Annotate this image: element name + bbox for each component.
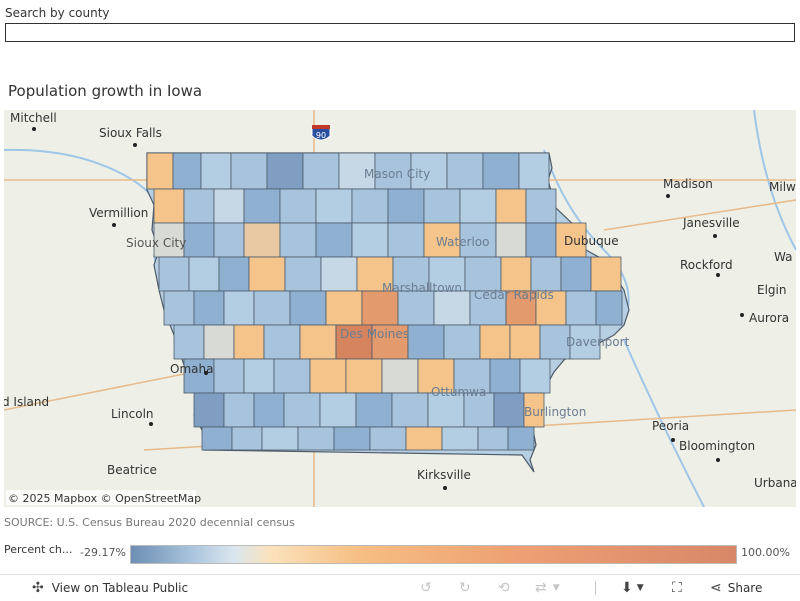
place-label: Omaha [170, 362, 213, 376]
chevron-down-icon: ▼ [552, 583, 560, 593]
place-label: Lincoln [111, 407, 154, 421]
highway-number: 90 [316, 131, 326, 140]
view-label: View on Tableau Public [51, 581, 189, 595]
place-label: Mason City [364, 167, 430, 181]
place-label: Kirksville [417, 468, 471, 482]
map-attribution: © 2025 Mapbox © OpenStreetMap [6, 490, 201, 505]
map-canvas: Mitchell Sioux Falls Vermillion Sioux Ci… [4, 110, 796, 507]
place-label: Cedar Rapids [474, 288, 554, 302]
redo-icon: ↻ [459, 580, 471, 596]
undo-icon: ↺ [420, 580, 432, 596]
view-on-tableau-public-button[interactable]: ✣ View on Tableau Public [32, 575, 188, 601]
place-label: Elgin [757, 283, 786, 297]
interstate-shield-icon: 90 [311, 125, 331, 141]
revert-icon: ⟲ [498, 580, 510, 596]
place-label: Madison [663, 177, 713, 191]
county-fills [146, 152, 623, 451]
place-label: Janesville [682, 216, 740, 230]
search-label: Search by county [5, 6, 110, 20]
place-label: Mitchell [10, 111, 57, 125]
place-label: Sioux City [126, 236, 186, 250]
toolbar-divider [595, 581, 596, 595]
data-source: SOURCE: U.S. Census Bureau 2020 decennia… [4, 516, 295, 529]
place-labels-outside: Mitchell Sioux Falls Vermillion Sioux Ci… [4, 111, 796, 490]
tableau-toolbar: ✣ View on Tableau Public ↺ ↻ ⟲ ⇄ ▼ ⬇ ▼ ⛶ ⋖… [0, 574, 800, 600]
download-button[interactable]: ⬇ ▼ [621, 575, 644, 601]
tableau-logo-icon: ✣ [32, 580, 44, 596]
fullscreen-button[interactable]: ⛶ [672, 575, 682, 601]
place-labels-inside: Mason City Waterloo Dubuque Marshalltown… [340, 167, 630, 419]
place-label: Sioux Falls [99, 126, 162, 140]
revert-button[interactable]: ⟲ [498, 575, 510, 601]
share-icon: ⋖ [710, 580, 722, 596]
place-label: d Island [4, 395, 49, 409]
place-label: Urbana [754, 476, 796, 490]
share-button[interactable]: ⋖ Share [710, 575, 762, 601]
legend-max: 100.00% [741, 546, 790, 559]
legend-label: Percent ch... [4, 543, 73, 556]
svg-text:© 2025 Mapbox © OpenStreetMap: © 2025 Mapbox © OpenStreetMap [8, 492, 201, 505]
place-label: Dubuque [564, 234, 619, 248]
place-label: Bloomington [679, 439, 755, 453]
undo-button[interactable]: ↺ [420, 575, 432, 601]
place-label: Ottumwa [431, 385, 486, 399]
place-label: Milw [769, 180, 796, 194]
legend-min: -29.17% [80, 546, 126, 559]
refresh-icon: ⇄ [535, 580, 547, 596]
place-label: Peoria [652, 419, 689, 433]
place-label: Vermillion [89, 206, 148, 220]
place-label: Marshalltown [382, 281, 462, 295]
download-icon: ⬇ [621, 580, 633, 596]
place-label: Burlington [524, 405, 586, 419]
legend-color-ramp [130, 545, 737, 564]
place-label: Aurora [749, 311, 789, 325]
chevron-down-icon: ▼ [636, 583, 644, 593]
iowa-county-map[interactable]: Mitchell Sioux Falls Vermillion Sioux Ci… [4, 110, 796, 507]
city-dots [32, 127, 744, 490]
refresh-button[interactable]: ⇄ ▼ [535, 575, 560, 601]
place-label: Wa [774, 250, 792, 264]
place-label: Waterloo [436, 235, 490, 249]
place-label: Rockford [680, 258, 733, 272]
county-search-input[interactable] [5, 23, 795, 42]
share-label: Share [727, 581, 763, 595]
place-label: Beatrice [107, 463, 157, 477]
fullscreen-icon: ⛶ [672, 580, 682, 596]
redo-button[interactable]: ↻ [459, 575, 471, 601]
place-label: Davenport [566, 335, 630, 349]
page-title: Population growth in Iowa [8, 82, 203, 100]
place-label: Des Moines [340, 327, 409, 341]
